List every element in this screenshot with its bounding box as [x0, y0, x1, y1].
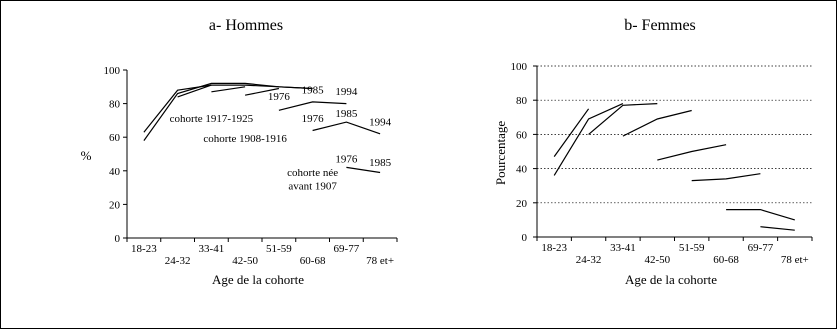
chart-a-annotation: 1985	[369, 157, 392, 169]
chart-a-xtick-label: 33-41	[199, 243, 225, 255]
chart-a-xtick-label: 18-23	[131, 243, 157, 255]
chart-a-ytick-label: 20	[109, 199, 121, 211]
chart-a-series-line-6	[312, 121, 381, 135]
chart-b-series-line-0	[553, 108, 590, 157]
chart-a-annotation: 1994	[335, 86, 358, 98]
chart-b-series-line-4	[657, 144, 727, 161]
chart-b-xtick-label: 69-77	[748, 242, 774, 254]
chart-a-annotation: avant 1907	[288, 180, 337, 192]
chart-a-annotation: 1985	[335, 108, 358, 120]
chart-a-xtick-label: 60-68	[300, 255, 326, 267]
chart-a-ytick-label: 40	[109, 166, 121, 178]
chart-b-series-line-7	[760, 226, 795, 231]
chart-a-annotation: 1976	[268, 91, 291, 103]
chart-a-annotation: 1994	[369, 116, 392, 128]
chart-b-xtick-label: 60-68	[713, 254, 739, 266]
chart-b-xlabel: Age de la cohorte	[625, 272, 717, 287]
chart-b-title: b- Femmes	[624, 17, 696, 34]
chart-b-series-line-2	[588, 103, 658, 135]
chart-a-ytick-label: 60	[109, 132, 121, 144]
chart-a-xtick-label: 78 et+	[366, 255, 394, 267]
chart-a-xtick-label: 69-77	[334, 243, 360, 255]
chart-b-ytick-label: 100	[511, 61, 528, 73]
chart-a-annotation: cohorte 1917-1925	[170, 113, 254, 125]
chart-b-series-line-3	[622, 109, 692, 137]
chart-a-xtick-label: 24-32	[165, 255, 191, 267]
chart-a-annotation: 1976	[302, 113, 325, 125]
chart-a-series-line-2	[177, 84, 212, 98]
chart-b-ylabel: Pourcentage	[493, 121, 508, 185]
chart-b-ytick-label: 0	[522, 232, 528, 244]
chart-b-xtick-label: 78 et+	[781, 254, 809, 266]
chart-a-annotation: 1985	[302, 85, 325, 97]
chart-a-ytick-label: 80	[109, 99, 121, 111]
chart-a-ylabel: %	[81, 148, 92, 163]
chart-a-plot: 0 20 40 60 80 100 18-23 24-32 33-41 42-50 51-59 60-…	[104, 65, 398, 267]
chart-b-ytick-label: 80	[516, 95, 528, 107]
chart-a-title: a- Hommes	[209, 17, 283, 34]
chart-b-xtick-label: 18-23	[541, 242, 567, 254]
chart-b-plot: 0 20 40 60 80 100 18-23 24-32 33-41 42-50 51-59 60-…	[511, 61, 813, 266]
chart-a-xtick-label: 51-59	[266, 243, 292, 255]
chart-b-xtick-label: 24-32	[576, 254, 602, 266]
chart-b-xtick-label: 42-50	[644, 254, 670, 266]
chart-a-series-line-7	[346, 166, 381, 174]
chart-b-series-line-6	[726, 209, 795, 221]
chart-b-xtick-label: 51-59	[679, 242, 705, 254]
chart-a-xlabel: Age de la cohorte	[212, 272, 304, 287]
chart-b-xtick-label: 33-41	[610, 242, 636, 254]
chart-a-annotation: 1976	[335, 153, 358, 165]
chart-a-series-line-4	[244, 87, 280, 96]
chart-b-series-line-1	[553, 103, 624, 176]
chart-b-ytick-label: 20	[516, 198, 528, 210]
chart-a-series-line-5	[278, 101, 347, 111]
chart-b-ytick-label: 60	[516, 129, 528, 141]
chart-a-xtick-label: 42-50	[232, 255, 258, 267]
chart-a-annotation: cohorte née	[287, 167, 338, 179]
chart-a-ytick-label: 100	[104, 65, 121, 77]
chart-b-ytick-label: 40	[516, 164, 528, 176]
chart-a-annotation: cohorte 1908-1916	[203, 133, 287, 145]
chart-a-series-line-3	[211, 86, 246, 93]
chart-a-ytick-label: 0	[115, 233, 121, 245]
chart-b-series-line-5	[691, 173, 761, 182]
chart-a-series-line-1	[143, 82, 313, 141]
